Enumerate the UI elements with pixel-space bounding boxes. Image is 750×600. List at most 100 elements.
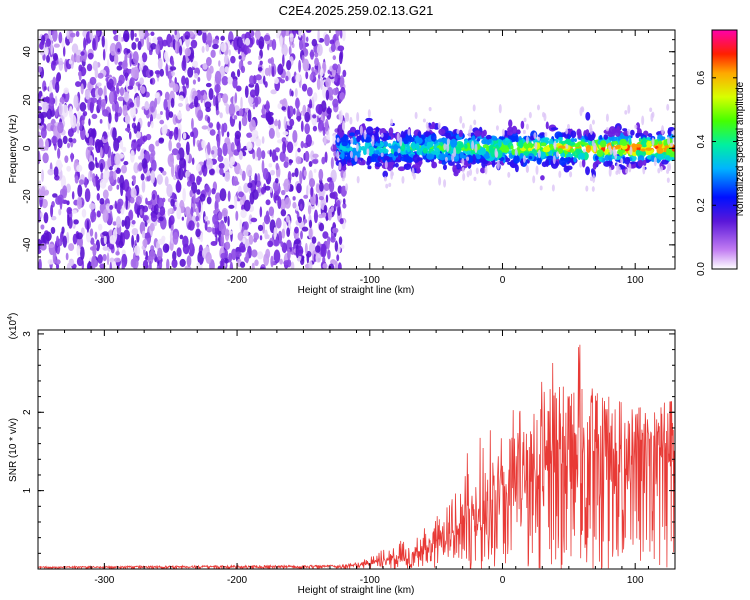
spectrogram-noise-blob [235,210,239,221]
spectrogram-noise-blob [75,54,82,63]
spectrogram-noise-blob [261,159,265,174]
spectrogram-signal-blob [412,164,419,169]
spectrogram-noise-blob [103,235,107,245]
spectrogram-noise-blob [200,232,204,243]
spectrogram-noise-blob [57,121,64,134]
spectrogram-noise-blob [83,37,87,50]
x-tick-label: 0 [500,275,506,286]
spectrogram-noise-blob [177,102,183,108]
spectrogram-noise-blob [160,110,163,116]
spectrogram-noise-blob [157,247,163,261]
spectrogram-halo-blob [585,185,589,192]
spectrogram-noise-blob [75,30,80,37]
spectrogram-halo-blob [356,175,360,184]
spectrogram-signal-blob [373,150,381,155]
spectrogram-signal-blob [343,158,347,165]
spectrogram-signal-blob [394,162,399,168]
spectrogram-noise-blob [211,187,216,195]
spectrogram-noise-blob [132,51,139,64]
spectrogram-noise-blob [249,75,255,86]
spectrogram-noise-blob [155,113,162,120]
spectrogram-noise-blob [268,124,275,130]
spectrogram-noise-blob [298,30,302,38]
spectrogram-noise-blob [224,66,230,73]
spectrogram-noise-blob [225,103,230,115]
spectrogram-noise-blob [167,154,175,168]
spectrogram-noise-blob [130,187,137,199]
spectrogram-noise-blob [67,142,71,149]
spectrogram-noise-blob [189,189,193,198]
spectrogram-noise-blob [185,141,190,156]
spectrogram-noise-blob [326,237,330,250]
spectrogram-noise-blob [123,229,130,240]
spectrogram-noise-blob [40,111,48,118]
spectrogram-noise-blob [211,145,218,159]
spectrogram-noise-blob [201,30,209,33]
spectrogram-noise-blob [248,234,254,245]
spectrogram-noise-blob [162,243,170,254]
spectrogram-noise-blob [291,172,295,177]
spectrogram-signal-blob [671,146,675,152]
spectrogram-noise-blob [318,195,325,201]
y-tick-label: 3 [22,331,33,337]
spectrogram-halo-blob [469,168,473,176]
spectrogram-noise-blob [128,131,132,140]
spectrogram-halo-blob [537,136,541,141]
spectrogram-noise-blob [202,62,208,70]
spectrogram-noise-blob [76,122,80,134]
spectrogram-signal-blob [383,155,390,161]
spectrogram-signal-blob [550,160,559,169]
spectrogram-signal-blob [383,140,389,148]
spectrogram-noise-blob [181,59,187,71]
spectrogram-noise-blob [238,120,242,131]
spectrogram-noise-blob [279,35,283,48]
spectrogram-noise-blob [38,238,41,245]
spectrogram-signal-blob [474,130,482,137]
spectrogram-noise-blob [124,215,131,230]
spectrogram-signal-blob [339,153,344,158]
spectrogram-noise-blob [72,138,77,144]
spectrogram-halo-blob [399,136,403,147]
spectrogram-noise-blob [332,227,339,234]
spectrogram-noise-blob [188,220,195,231]
spectrogram-noise-blob [250,217,258,223]
spectrogram-signal-blob [406,144,411,153]
spectrogram-noise-blob [134,33,137,38]
spectrogram-noise-blob [324,118,329,132]
spectrogram-noise-blob [158,260,163,269]
spectrogram-noise-blob [254,259,259,267]
spectrogram-noise-blob [337,204,341,216]
spectrogram-noise-blob [305,71,309,80]
spectrogram-signal-blob [594,155,600,161]
spectrogram-noise-blob [315,104,323,115]
spectrogram-noise-blob [265,100,270,113]
spectrogram-signal-blob [397,166,406,172]
spectrogram-noise-blob [311,236,317,244]
spectrogram-noise-blob [239,219,243,231]
spectrogram-noise-blob [192,60,198,68]
spectrogram-noise-blob [164,176,169,187]
spectrogram-halo-blob [461,157,465,165]
spectrogram-noise-blob [324,151,328,163]
spectrogram-halo-blob [343,171,347,179]
spectrogram-noise-blob [268,127,275,139]
spectrogram-signal-blob [502,137,511,146]
spectrogram-halo-blob [472,104,476,112]
spectrogram-halo-blob [579,161,583,168]
spectrogram-noise-blob [48,101,55,111]
spectrogram-noise-blob [297,216,302,224]
spectrogram-noise-blob [328,180,335,193]
spectrogram-signal-blob [463,160,467,166]
spectrogram-signal-blob [581,158,586,168]
spectrogram-signal-blob [603,129,612,135]
spectrogram-halo-blob [385,183,389,189]
spectrogram-noise-blob [150,245,155,252]
spectrogram-noise-blob [170,198,175,207]
spectrogram-noise-blob [52,60,57,66]
spectrogram-noise-blob [273,77,279,85]
spectrogram-halo-blob [422,118,426,123]
spectrogram-noise-blob [233,115,238,120]
spectrogram-halo-blob [608,167,612,177]
spectrogram-noise-blob [144,100,150,111]
spectrogram-noise-blob [294,238,301,245]
